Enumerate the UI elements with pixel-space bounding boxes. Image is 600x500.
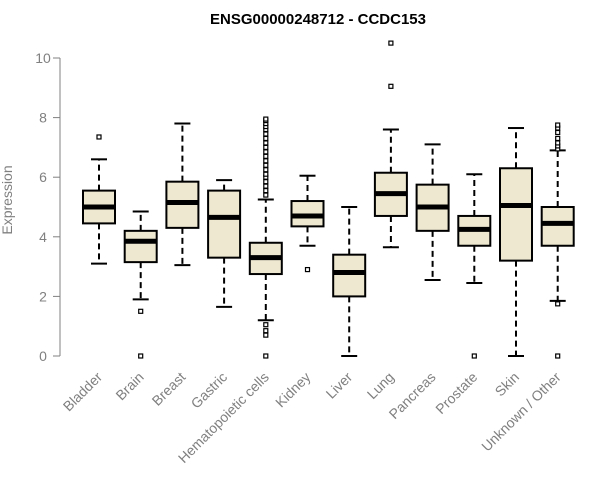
outlier-point [263,140,269,146]
box-liver [332,206,367,357]
outlier-point [96,134,102,140]
x-tick-label: Liver [323,369,356,402]
y-tick-label: 2 [39,288,47,304]
box-iqr [332,253,367,298]
outlier-point [263,179,269,185]
chart-title: ENSG00000248712 - CCDC153 [210,11,426,28]
box-bladder [82,134,116,265]
outlier-point [263,322,269,328]
x-tick-label: Lung [364,369,397,402]
x-tick-label: Kidney [272,369,314,411]
outlier-point [555,301,561,307]
outlier-point [263,158,269,164]
y-tick-label: 6 [39,169,47,185]
outlier-point [555,135,561,142]
box-pancreas [415,143,450,282]
y-tick-label: 10 [35,50,51,66]
box-kidney [290,174,325,273]
outlier-point [388,40,394,46]
outlier-point [263,183,269,189]
box-iqr [540,206,575,247]
box-hematopoietic-cells [248,116,283,359]
outlier-point [555,353,561,359]
box-iqr [499,167,533,262]
outlier-point [263,188,269,194]
outlier-point [555,140,561,146]
outlier-point [304,266,311,273]
outlier-point [471,353,477,359]
y-axis: 0 2 4 6 8 10 [35,50,61,364]
x-tick-label: Unknown / Other [478,369,564,455]
outlier-point [263,162,269,168]
outlier-point [388,83,394,89]
outlier-point [263,167,269,173]
outlier-point [263,116,269,122]
outlier-point [263,328,269,334]
box-lung [373,40,408,249]
box-prostate [457,173,492,359]
y-axis-title: Expression [0,165,15,234]
x-tick-label: Bladder [60,369,106,415]
outlier-point [263,135,269,142]
outlier-point [555,129,561,136]
box-iqr [207,189,242,259]
box-gastric [207,179,242,308]
box-unknown-other [540,122,575,359]
outlier-point [263,131,269,137]
box-iqr [123,229,158,264]
box-series [82,40,575,359]
box-skin [499,127,533,357]
outlier-point [263,149,269,155]
box-brain [123,210,158,359]
outlier-point [138,353,144,359]
outlier-point [263,171,269,177]
outlier-point [138,308,144,314]
outlier-point [263,144,269,150]
outlier-point [263,353,269,359]
box-breast [165,122,200,267]
x-tick-label: Prostate [432,369,480,417]
y-tick-label: 4 [39,229,47,245]
y-tick-label: 0 [39,348,47,364]
outlier-point [555,122,561,128]
outlier-point [263,153,269,159]
x-tick-label: Brain [112,369,146,403]
x-tick-label: Breast [149,369,189,409]
outlier-point [263,192,269,198]
x-tick-label: Skin [492,369,523,400]
outlier-point [263,332,269,338]
y-tick-label: 8 [39,110,47,126]
